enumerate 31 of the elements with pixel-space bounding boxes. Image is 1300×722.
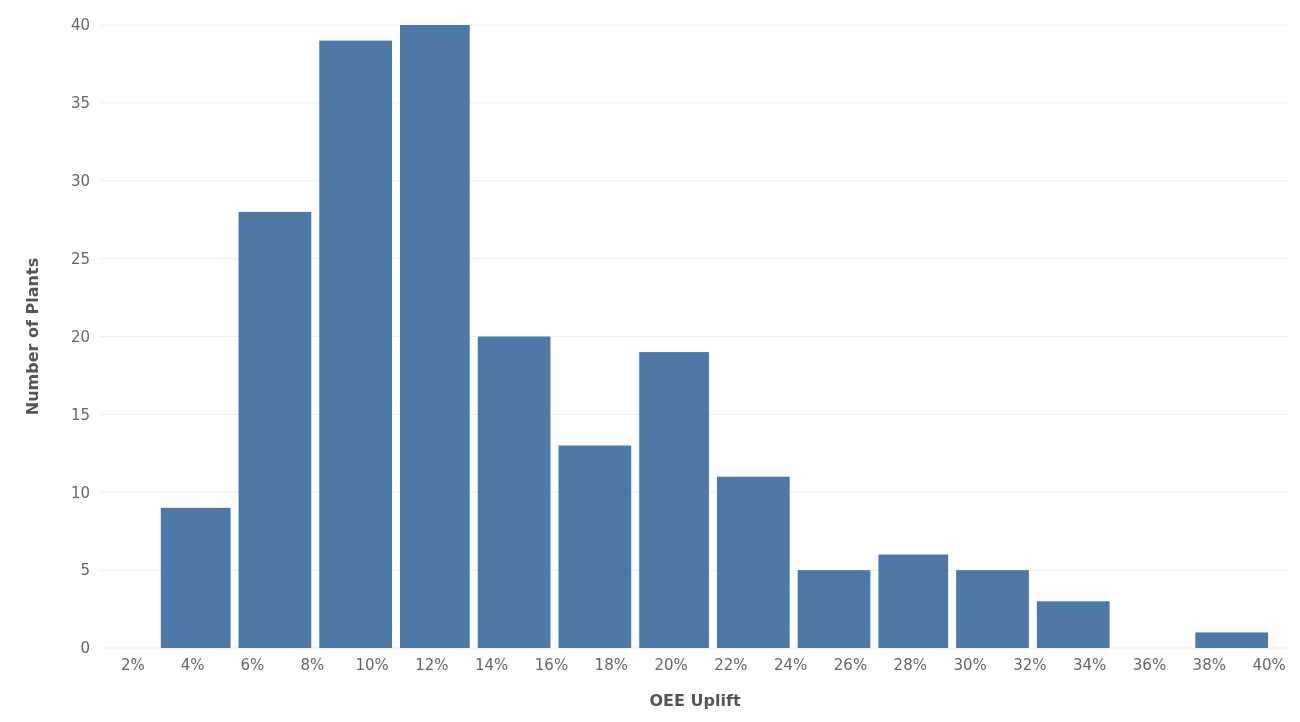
x-tick-label: 38% [1192, 656, 1226, 674]
y-tick-label: 20 [70, 327, 90, 346]
y-axis-title: Number of Plants [23, 257, 42, 416]
x-tick-label: 24% [774, 656, 808, 674]
x-tick-label: 36% [1132, 656, 1167, 674]
x-tick-label: 40% [1252, 656, 1286, 674]
y-tick-label: 25 [70, 249, 90, 268]
y-tick-label: 35 [70, 94, 90, 113]
x-tick-label: 2% [120, 656, 145, 674]
x-tick-label: 18% [594, 656, 628, 674]
x-tick-label: 30% [953, 656, 987, 674]
y-tick-label: 0 [80, 639, 90, 658]
x-tick-label: 22% [714, 656, 748, 674]
x-axis-title: OEE Uplift [649, 691, 741, 710]
y-tick-label: 15 [70, 405, 90, 424]
x-tick-label: 8% [300, 656, 325, 674]
y-tick-label: 30 [70, 172, 90, 190]
x-tick-label: 26% [833, 656, 868, 674]
x-tick-label: 12% [415, 656, 449, 674]
x-tick-label: 14% [475, 656, 509, 674]
x-tick-label: 16% [534, 656, 569, 674]
x-tick-label: 20% [654, 656, 688, 674]
x-tick-label: 28% [893, 656, 927, 674]
x-tick-label: 6% [240, 656, 265, 674]
x-tick-label: 32% [1013, 656, 1047, 674]
y-tick-label: 10 [70, 483, 90, 502]
y-tick-label: 5 [80, 561, 90, 580]
x-tick-label: 4% [180, 656, 205, 674]
x-tick-label: 10% [355, 656, 389, 674]
y-tick-label: 40 [70, 16, 90, 35]
x-tick-label: 34% [1073, 656, 1107, 674]
